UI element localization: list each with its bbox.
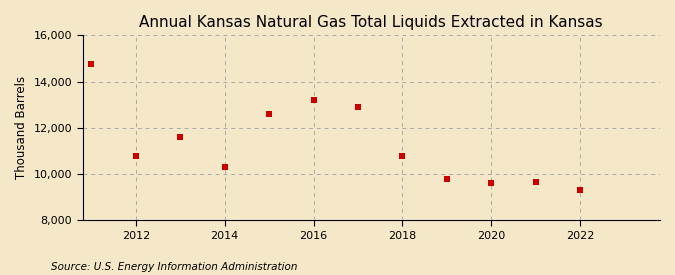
- Point: [219, 165, 230, 169]
- Point: [397, 153, 408, 158]
- Point: [175, 135, 186, 139]
- Point: [352, 105, 363, 109]
- Point: [264, 112, 275, 116]
- Point: [441, 177, 452, 181]
- Point: [130, 153, 141, 158]
- Point: [86, 62, 97, 67]
- Title: Annual Kansas Natural Gas Total Liquids Extracted in Kansas: Annual Kansas Natural Gas Total Liquids …: [140, 15, 603, 30]
- Point: [308, 98, 319, 102]
- Point: [574, 188, 585, 192]
- Y-axis label: Thousand Barrels: Thousand Barrels: [15, 76, 28, 179]
- Text: Source: U.S. Energy Information Administration: Source: U.S. Energy Information Administ…: [51, 262, 297, 272]
- Point: [486, 181, 497, 186]
- Point: [531, 180, 541, 184]
